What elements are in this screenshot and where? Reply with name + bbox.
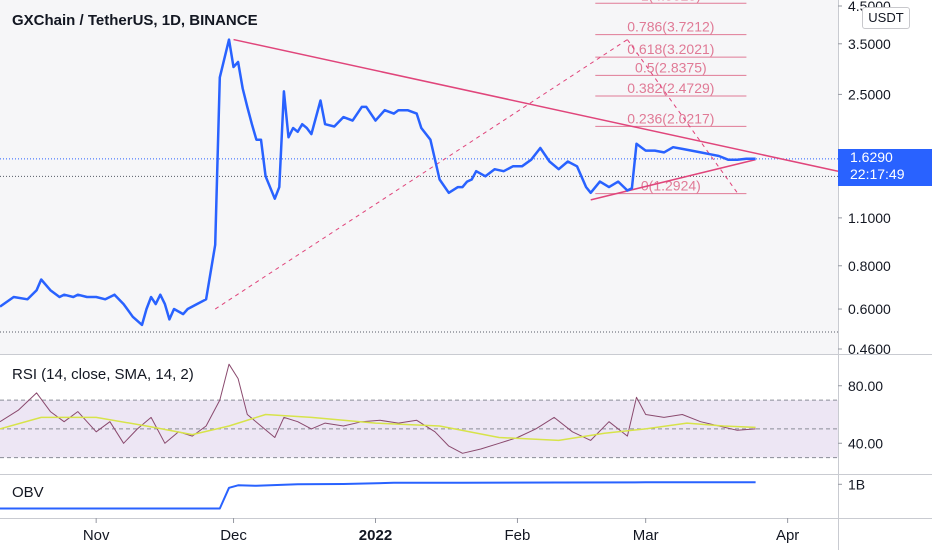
obv-y-tick-label: 1B (848, 476, 865, 492)
obv-title: OBV (12, 484, 44, 501)
rsi-band (0, 400, 838, 458)
x-tick-label: Feb (505, 527, 531, 544)
y-tick-label: 0.8000 (848, 258, 891, 274)
rsi-title: RSI (14, close, SMA, 14, 2) (12, 366, 194, 383)
x-tick-label: 2022 (359, 527, 392, 544)
fib-level-label: 0.786(3.7212) (627, 19, 714, 35)
fib-level-label: 0.236(2.0217) (627, 110, 714, 126)
x-tick-label: Nov (83, 527, 110, 544)
rsi-sma-line (0, 413, 756, 442)
last-price-value: 1.6290 (850, 149, 893, 165)
obv-series (0, 481, 756, 510)
chart-title: GXChain / TetherUS, 1D, BINANCE (12, 12, 258, 29)
price-line (0, 38, 756, 327)
currency-unit-button[interactable]: USDT (862, 7, 910, 29)
y-tick-label: 1.1000 (848, 210, 891, 226)
fib-level-label: 0.618(3.2021) (627, 41, 714, 57)
trend-line[interactable] (590, 158, 756, 201)
price-pane[interactable] (0, 0, 838, 354)
last-price-tag: 1.6290 22:17:49 (838, 149, 932, 186)
fib-retracement[interactable]: 1(4.5825) 0.786(3.7212) 0.618(3.2021) 0.5(2… (595, 0, 747, 195)
x-tick-label: Mar (633, 527, 659, 544)
y-tick-label: 0.4600 (848, 341, 891, 357)
fib-level-label: 0(1.2924) (641, 178, 701, 194)
trend-lines[interactable] (214, 38, 839, 310)
fib-trend-line[interactable] (214, 39, 628, 310)
rsi-line (0, 363, 756, 454)
y-tick-label: 0.6000 (848, 301, 891, 317)
rsi-y-tick-label: 80.00 (848, 378, 883, 394)
y-tick-label: 2.5000 (848, 86, 891, 102)
fib-level-label: 0.382(2.4729) (627, 80, 714, 96)
price-series (0, 38, 756, 327)
bar-countdown: 22:17:49 (850, 166, 905, 182)
rsi-band-group (0, 399, 838, 459)
fib-level-label: 1(4.5825) (641, 0, 701, 3)
fib-level-label: 0.5(2.8375) (635, 59, 707, 75)
rsi-y-tick-label: 40.00 (848, 435, 883, 451)
y-tick-label: 3.5000 (848, 36, 891, 52)
trend-line[interactable] (233, 38, 839, 172)
rsi-series (0, 363, 756, 454)
x-tick-label: Dec (220, 527, 247, 544)
obv-line (0, 481, 756, 510)
x-axis-ticks[interactable]: Nov Dec 2022 Feb Mar Apr (83, 518, 799, 544)
x-tick-label: Apr (776, 527, 799, 544)
